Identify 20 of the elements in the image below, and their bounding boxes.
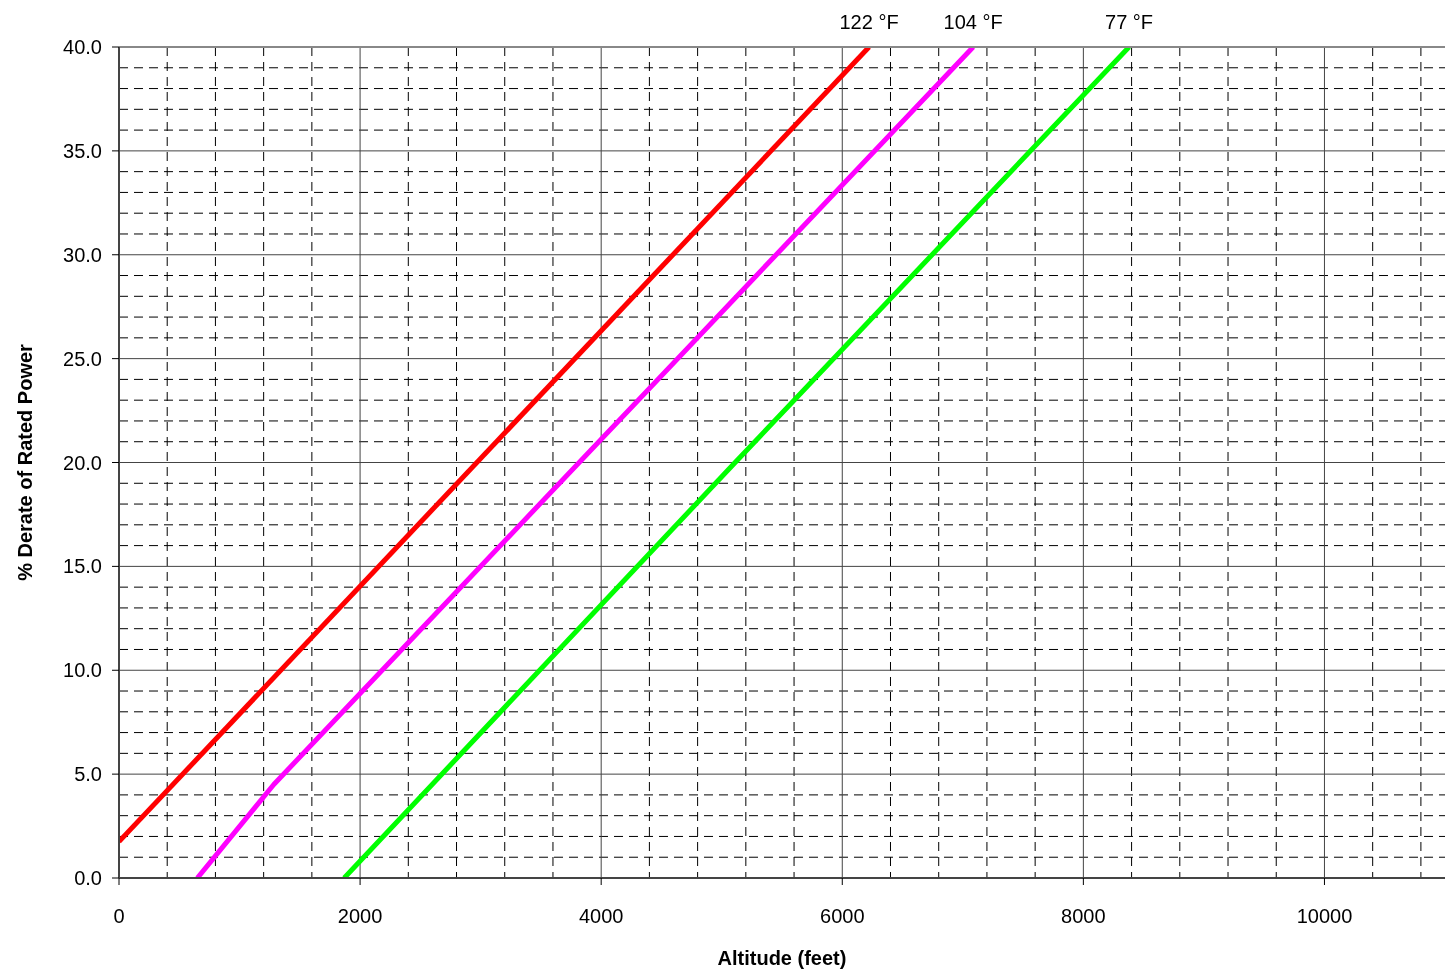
x-axis-title: Altitude (feet) <box>717 947 847 969</box>
y-tick-label: 10.0 <box>63 659 102 682</box>
y-tick-label: 35.0 <box>63 139 102 162</box>
x-tick-label: 0 <box>113 905 125 927</box>
y-tick-label: 5.0 <box>74 763 102 786</box>
series-label: 122 °F <box>839 11 899 33</box>
y-tick-label: 40.0 <box>63 36 102 58</box>
x-tick-label: 2000 <box>337 905 383 927</box>
y-tick-label: 25.0 <box>63 347 102 370</box>
y-tick-label: 30.0 <box>63 243 102 266</box>
series-label: 104 °F <box>943 11 1003 33</box>
x-tick-label: 4000 <box>578 905 624 927</box>
y-tick-label: 15.0 <box>63 555 102 578</box>
x-tick-label: 6000 <box>820 905 865 927</box>
series-label: 77 °F <box>1105 11 1154 33</box>
y-axis-title: % Derate of Rated Power <box>14 343 36 581</box>
y-tick-label: 20.0 <box>63 451 102 474</box>
x-tick-label: 10000 <box>1296 905 1353 927</box>
y-tick-label: 0.0 <box>74 867 102 889</box>
x-tick-label: 8000 <box>1061 905 1106 927</box>
